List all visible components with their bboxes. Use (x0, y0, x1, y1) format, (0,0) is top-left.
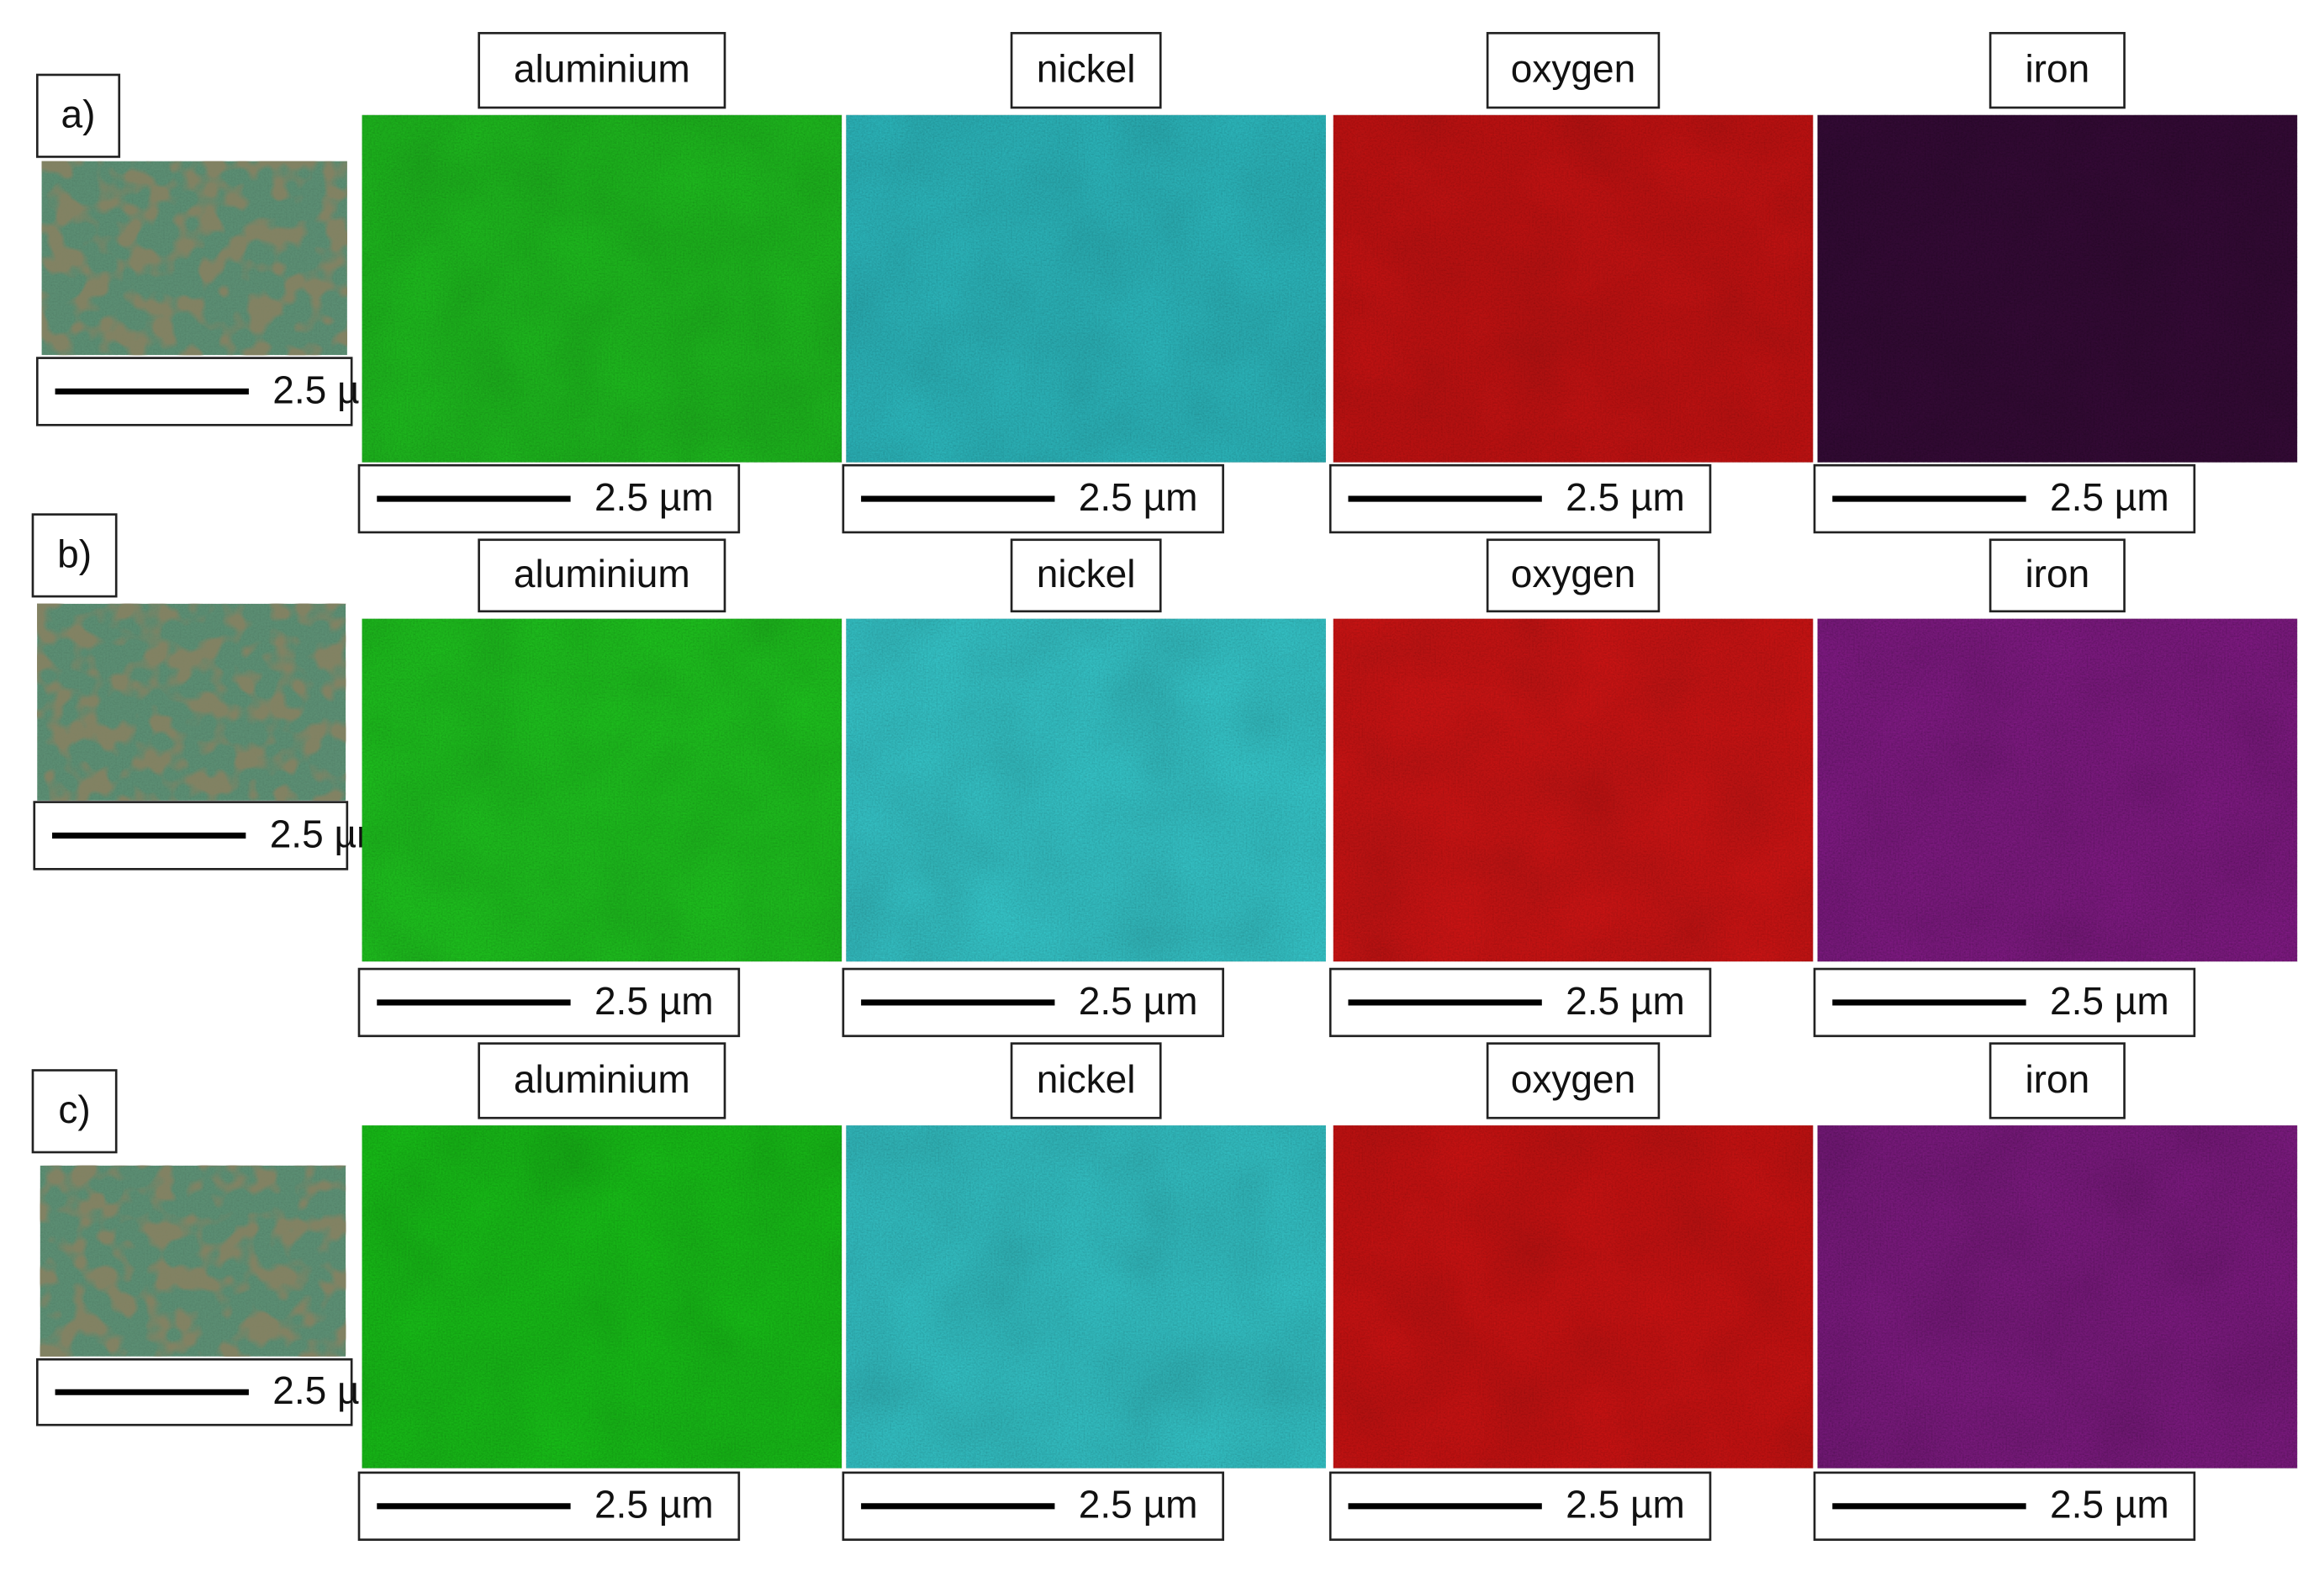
scale-label: 2.5 µm (1079, 1483, 1198, 1527)
map-shading (1333, 1125, 1814, 1469)
element-tag: aluminium (514, 552, 690, 595)
scale-label: 2.5 µm (594, 979, 714, 1023)
element-tag: oxygen (1511, 552, 1635, 595)
map-shading (1817, 618, 2298, 962)
element-tag-box (478, 32, 726, 109)
element-tag-box (1010, 1042, 1162, 1119)
map-shading (1333, 618, 1814, 962)
element-tag-box (1486, 538, 1661, 613)
element-tag-box (1010, 538, 1162, 613)
scale-label: 2.5 µm (2050, 979, 2169, 1023)
scale-label: 2.5 µm (2050, 1483, 2169, 1527)
element-tag: nickel (1037, 552, 1136, 595)
map-shading (362, 114, 842, 463)
element-tag: nickel (1037, 1057, 1136, 1101)
element-tag-box (1989, 1042, 2126, 1119)
scale-label: 2.5 µm (1566, 979, 1685, 1023)
map-shading (846, 618, 1326, 962)
element-tag: iron (2025, 552, 2089, 595)
map-shading (846, 114, 1326, 463)
panel-label-box (35, 73, 121, 158)
scale-label: 2.5 µm (1566, 475, 1685, 519)
micrograph-pores (37, 603, 346, 801)
scale-label: 2.5 µm (1566, 1483, 1685, 1527)
map-shading (1817, 114, 2298, 463)
panel-label: b) (57, 532, 92, 575)
map-shading (846, 1125, 1326, 1469)
element-tag-box (1989, 32, 2126, 109)
scale-label: 2.5 µm (1079, 979, 1198, 1023)
map-shading (1333, 114, 1814, 463)
element-tag: nickel (1037, 47, 1136, 91)
element-tag: oxygen (1511, 1057, 1635, 1101)
element-tag-box (478, 538, 726, 613)
scale-label: 2.5 µm (594, 475, 714, 519)
element-tag: aluminium (514, 47, 690, 91)
element-tag-box (1486, 1042, 1661, 1119)
element-tag: oxygen (1511, 47, 1635, 91)
element-tag-box (1010, 32, 1162, 109)
map-shading (1817, 1125, 2298, 1469)
scale-label: 2.5 µm (594, 1483, 714, 1527)
micrograph-pores (41, 161, 347, 356)
map-shading (362, 1125, 842, 1469)
panel-label: a) (61, 93, 96, 136)
element-tag: aluminium (514, 1057, 690, 1101)
scale-label: 2.5 µm (1079, 475, 1198, 519)
panel-label-box (31, 1069, 118, 1154)
element-tag-box (1989, 538, 2126, 613)
scale-label: 2.5 µm (2050, 475, 2169, 519)
element-tag: iron (2025, 47, 2089, 91)
element-tag-box (1486, 32, 1661, 109)
panel-label: c) (58, 1087, 90, 1131)
element-tag-box (478, 1042, 726, 1119)
micrograph-pores (40, 1165, 346, 1357)
map-shading (362, 618, 842, 962)
panel-label-box (31, 513, 118, 598)
element-tag: iron (2025, 1057, 2089, 1101)
